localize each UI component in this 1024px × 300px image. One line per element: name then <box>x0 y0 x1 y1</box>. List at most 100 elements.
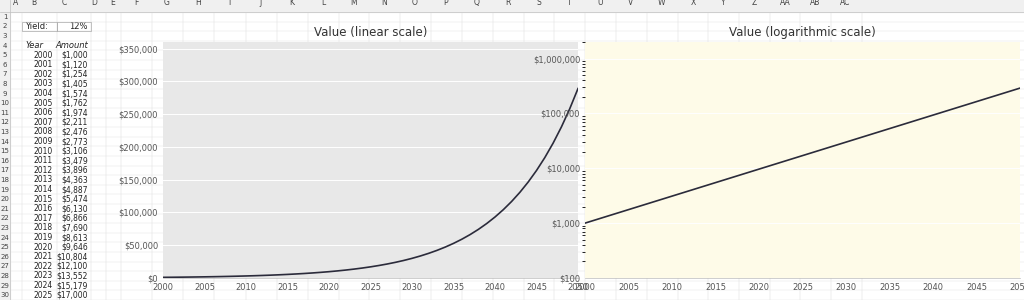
Text: 8: 8 <box>3 81 7 87</box>
Text: U: U <box>597 0 603 7</box>
Text: $1,120: $1,120 <box>61 60 88 69</box>
Text: 11: 11 <box>0 110 9 116</box>
Text: T: T <box>566 0 571 7</box>
Text: 15: 15 <box>1 148 9 154</box>
Title: Value (logarithmic scale): Value (logarithmic scale) <box>729 26 876 39</box>
Text: 7: 7 <box>3 71 7 77</box>
Text: 2012: 2012 <box>34 166 53 175</box>
Text: 2007: 2007 <box>34 118 53 127</box>
Text: X: X <box>690 0 695 7</box>
Text: 17: 17 <box>0 167 9 173</box>
Bar <box>0 0 10 300</box>
Text: W: W <box>658 0 666 7</box>
Text: P: P <box>443 0 449 7</box>
Text: $1,974: $1,974 <box>61 108 88 117</box>
Bar <box>57 22 91 31</box>
Text: 3: 3 <box>3 33 7 39</box>
Text: R: R <box>505 0 511 7</box>
Text: S: S <box>537 0 542 7</box>
Text: 25: 25 <box>1 244 9 250</box>
Text: $7,690: $7,690 <box>61 224 88 232</box>
Text: 1: 1 <box>3 14 7 20</box>
Text: 2001: 2001 <box>34 60 53 69</box>
Text: H: H <box>196 0 201 7</box>
Text: 16: 16 <box>0 158 9 164</box>
Text: Q: Q <box>474 0 480 7</box>
Text: $9,646: $9,646 <box>61 243 88 252</box>
Text: 2004: 2004 <box>34 89 53 98</box>
Text: 2024: 2024 <box>34 281 53 290</box>
Text: 6: 6 <box>3 62 7 68</box>
Text: 2013: 2013 <box>34 176 53 184</box>
Text: AB: AB <box>810 0 820 7</box>
Text: B: B <box>32 0 37 7</box>
Text: $2,211: $2,211 <box>61 118 88 127</box>
Bar <box>22 22 57 31</box>
Text: J: J <box>260 0 262 7</box>
Text: 2021: 2021 <box>34 252 53 261</box>
Text: 2022: 2022 <box>34 262 53 271</box>
Text: 2023: 2023 <box>34 272 53 280</box>
Text: 2005: 2005 <box>34 99 53 108</box>
Text: 2016: 2016 <box>34 204 53 213</box>
Bar <box>0 0 1024 12</box>
Text: $2,476: $2,476 <box>61 128 88 136</box>
Text: $4,363: $4,363 <box>61 176 88 184</box>
Text: 23: 23 <box>1 225 9 231</box>
Text: $1,405: $1,405 <box>61 80 88 88</box>
Text: 20: 20 <box>1 196 9 202</box>
Text: 2009: 2009 <box>34 137 53 146</box>
Text: 10: 10 <box>0 100 9 106</box>
Text: 2008: 2008 <box>34 128 53 136</box>
Text: 26: 26 <box>1 254 9 260</box>
Text: A: A <box>13 0 18 7</box>
Text: 2: 2 <box>3 23 7 29</box>
Text: L: L <box>321 0 326 7</box>
Text: 28: 28 <box>1 273 9 279</box>
Text: F: F <box>134 0 138 7</box>
Text: $4,887: $4,887 <box>61 185 88 194</box>
Text: $3,479: $3,479 <box>61 156 88 165</box>
Text: 2018: 2018 <box>34 224 53 232</box>
Text: 2006: 2006 <box>34 108 53 117</box>
Text: V: V <box>629 0 634 7</box>
Text: 24: 24 <box>1 235 9 241</box>
Text: 22: 22 <box>1 215 9 221</box>
Text: Year: Year <box>25 41 43 50</box>
Text: 2017: 2017 <box>34 214 53 223</box>
Text: $13,552: $13,552 <box>56 272 88 280</box>
Text: 2000: 2000 <box>34 51 53 60</box>
Text: $17,000: $17,000 <box>56 291 88 300</box>
Text: 2014: 2014 <box>34 185 53 194</box>
Text: $3,106: $3,106 <box>61 147 88 156</box>
Text: 2002: 2002 <box>34 70 53 79</box>
Text: 13: 13 <box>0 129 9 135</box>
Text: AA: AA <box>779 0 791 7</box>
Text: $3,896: $3,896 <box>61 166 88 175</box>
Text: $1,000: $1,000 <box>61 51 88 60</box>
Text: $6,130: $6,130 <box>61 204 88 213</box>
Text: Amount: Amount <box>55 41 88 50</box>
Text: 19: 19 <box>0 187 9 193</box>
Text: 2020: 2020 <box>34 243 53 252</box>
Text: 2003: 2003 <box>34 80 53 88</box>
Text: C: C <box>61 0 67 7</box>
Text: G: G <box>164 0 170 7</box>
Text: $10,804: $10,804 <box>56 252 88 261</box>
Text: 4: 4 <box>3 43 7 49</box>
Text: D: D <box>91 0 97 7</box>
Text: $1,574: $1,574 <box>61 89 88 98</box>
Text: 18: 18 <box>0 177 9 183</box>
Text: O: O <box>412 0 418 7</box>
Text: $1,762: $1,762 <box>61 99 88 108</box>
Text: 2011: 2011 <box>34 156 53 165</box>
Text: 27: 27 <box>1 263 9 269</box>
Text: $12,100: $12,100 <box>56 262 88 271</box>
Text: AC: AC <box>840 0 850 7</box>
Text: $2,773: $2,773 <box>61 137 88 146</box>
Text: 9: 9 <box>3 91 7 97</box>
Text: $6,866: $6,866 <box>61 214 88 223</box>
Text: Yield:: Yield: <box>25 22 48 31</box>
Text: K: K <box>290 0 295 7</box>
Text: 5: 5 <box>3 52 7 58</box>
